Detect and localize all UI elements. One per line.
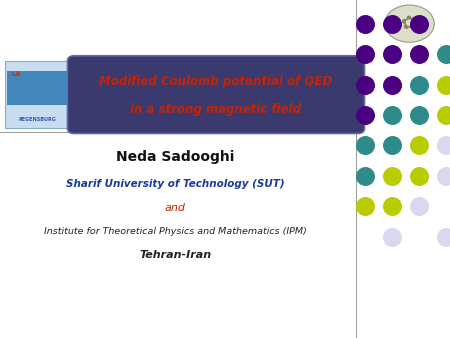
Point: [388, 21, 395, 26]
Point: [361, 21, 368, 26]
Point: [388, 234, 395, 239]
Point: [361, 51, 368, 57]
FancyBboxPatch shape: [7, 71, 68, 105]
Point: [361, 82, 368, 87]
Text: and: and: [165, 203, 186, 213]
Point: [442, 112, 449, 118]
Text: ✿: ✿: [401, 14, 418, 33]
Point: [442, 234, 449, 239]
FancyBboxPatch shape: [4, 61, 70, 128]
Point: [415, 143, 422, 148]
Text: LA: LA: [11, 71, 21, 77]
Point: [442, 82, 449, 87]
Point: [388, 82, 395, 87]
Point: [388, 112, 395, 118]
Point: [388, 143, 395, 148]
Circle shape: [385, 5, 434, 42]
Point: [361, 203, 368, 209]
Point: [361, 112, 368, 118]
Point: [388, 203, 395, 209]
Text: Modified Coulomb potential of QED: Modified Coulomb potential of QED: [99, 75, 333, 88]
Text: REGENSBURG: REGENSBURG: [18, 118, 56, 122]
Point: [388, 173, 395, 178]
Point: [361, 173, 368, 178]
Point: [442, 51, 449, 57]
Point: [415, 173, 422, 178]
Text: Sharif University of Technology (SUT): Sharif University of Technology (SUT): [66, 179, 285, 189]
Point: [442, 143, 449, 148]
Point: [415, 112, 422, 118]
Point: [442, 173, 449, 178]
Point: [415, 51, 422, 57]
FancyBboxPatch shape: [68, 56, 364, 134]
Point: [415, 21, 422, 26]
Point: [388, 51, 395, 57]
Text: Neda Sadooghi: Neda Sadooghi: [116, 150, 235, 164]
Point: [361, 143, 368, 148]
Point: [415, 82, 422, 87]
Text: in a strong magnetic field: in a strong magnetic field: [130, 103, 302, 116]
Text: Institute for Theoretical Physics and Mathematics (IPM): Institute for Theoretical Physics and Ma…: [44, 227, 307, 236]
Text: Tehran-Iran: Tehran-Iran: [140, 250, 212, 260]
Point: [415, 203, 422, 209]
